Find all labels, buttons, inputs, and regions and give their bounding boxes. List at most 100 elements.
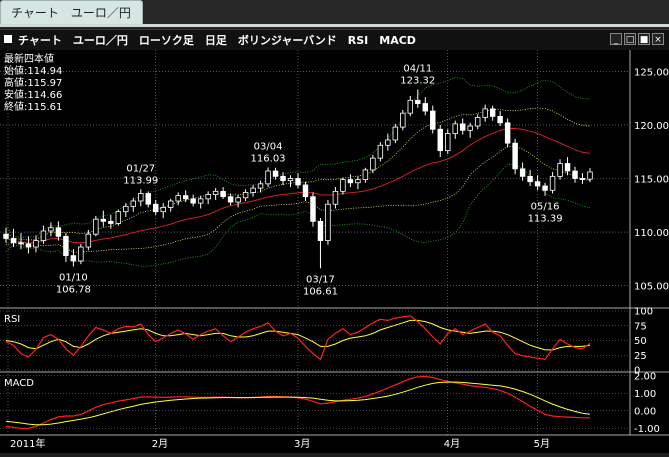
candle-body [415,99,421,104]
macd-tick-label: 2.00 [634,371,656,382]
candle-body [392,126,399,141]
maximize-button[interactable]: ■ [638,33,650,45]
candle-body [257,183,264,189]
candle-body [452,123,458,134]
tab-bar: チャート ユーロ／円 [0,0,669,28]
candle-body [205,194,211,200]
candle-body [317,220,324,242]
macd-tick-label: -1.00 [634,424,660,435]
candle-body [227,196,234,203]
candle-body [557,163,563,177]
ohlc-open: 始値:114.94 [4,64,62,77]
chart-canvas[interactable]: 125.00 120.00 115.00 110.00 105.00 100 75 50 25 0… [0,50,669,453]
tab-chart-eurjpy[interactable]: チャート ユーロ／円 [0,0,143,24]
price-tick-label: 105.00 [634,282,669,293]
candle-body [70,255,77,262]
candle-body [55,227,62,237]
candle-body [85,233,92,248]
candle-body [78,246,84,262]
candle-body [130,200,137,207]
candle-body [100,218,107,222]
chart-area[interactable]: 125.00 120.00 115.00 110.00 105.00 100 75 50 25 0… [0,50,669,453]
candle-body [145,193,151,205]
candle-body [385,139,391,146]
candle-body [287,178,294,182]
annotation-date: 04/11 [403,63,432,74]
candle-body [235,197,241,203]
price-tick-label: 125.00 [634,67,669,78]
candle-body [310,196,316,222]
rsi-tick-label: 25 [634,351,647,362]
minimize-button[interactable]: _ [610,33,622,45]
rsi-tick-label: 50 [634,336,647,347]
candle-body [280,175,286,182]
candle-body [33,240,39,248]
bb-upper-2sigma [5,77,591,238]
candle-body [332,190,339,205]
candle-body [579,178,586,180]
bb-middle [5,128,591,244]
rsi-slow-line [5,319,591,351]
candle-body [362,169,369,180]
candle-body [18,242,24,245]
candle-body [153,203,159,213]
ohlc-low: 安値:114.66 [4,88,62,101]
tab-underline [0,24,669,27]
candle-body [437,128,443,152]
candle-body [272,170,279,177]
candle-body [302,184,309,198]
candle-body [197,198,204,204]
candle-body [160,207,166,213]
candle-body [265,170,271,185]
window-icon [4,35,12,43]
candle-body [422,103,429,112]
price-tick-label: 120.00 [634,121,669,132]
macd-line [5,375,590,429]
candle-body [459,123,466,131]
annotation-value: 113.39 [528,214,563,225]
candle-body [370,157,376,171]
ohlc-header: 最新四本値 [4,52,54,65]
candle-body [497,115,503,124]
candle-body [175,195,181,202]
candle-body [250,187,256,193]
candle-body [527,175,533,183]
candle-body [587,171,593,180]
annotation-date: 05/16 [531,202,560,213]
candle-body [489,108,496,117]
candle-body [504,122,511,144]
candle-body [242,192,249,199]
candle-body [467,125,473,131]
candle-body [25,243,32,248]
annotation-date: 01/27 [126,163,155,174]
x-tick-label: 2011年 [10,437,45,450]
close-button[interactable]: × [652,33,664,45]
rsi-tick-label: 100 [634,307,653,318]
annotation-value: 116.03 [251,153,286,164]
macd-lines [5,375,591,429]
candle-body [407,99,414,114]
rsi-fast-line [5,315,591,361]
candle-body [220,190,226,198]
candle-body [123,205,129,213]
candle-body [572,170,578,179]
x-tick-label: 2月 [152,438,168,450]
rsi-title: RSI [4,314,20,325]
annotation-value: 113.99 [123,175,158,186]
macd-tick-label: 1.00 [634,389,656,400]
window-title: チャート ユーロ／円 ローソク足 日足 ボリンジャーバンド RSI MACD [18,34,416,47]
candle-body [167,200,174,208]
annotation-date: 03/04 [254,141,283,152]
x-tick-label: 4月 [444,438,460,450]
candle-body [63,235,69,256]
rsi-tick-label: 75 [634,321,647,332]
candle-body [115,211,122,224]
restore-button[interactable]: □ [624,33,636,45]
candle-body [190,198,196,204]
candle-body [138,193,144,202]
candle-body [40,230,47,242]
candle-body [325,203,331,242]
grid-lines [0,50,630,435]
candle-body [93,218,99,235]
